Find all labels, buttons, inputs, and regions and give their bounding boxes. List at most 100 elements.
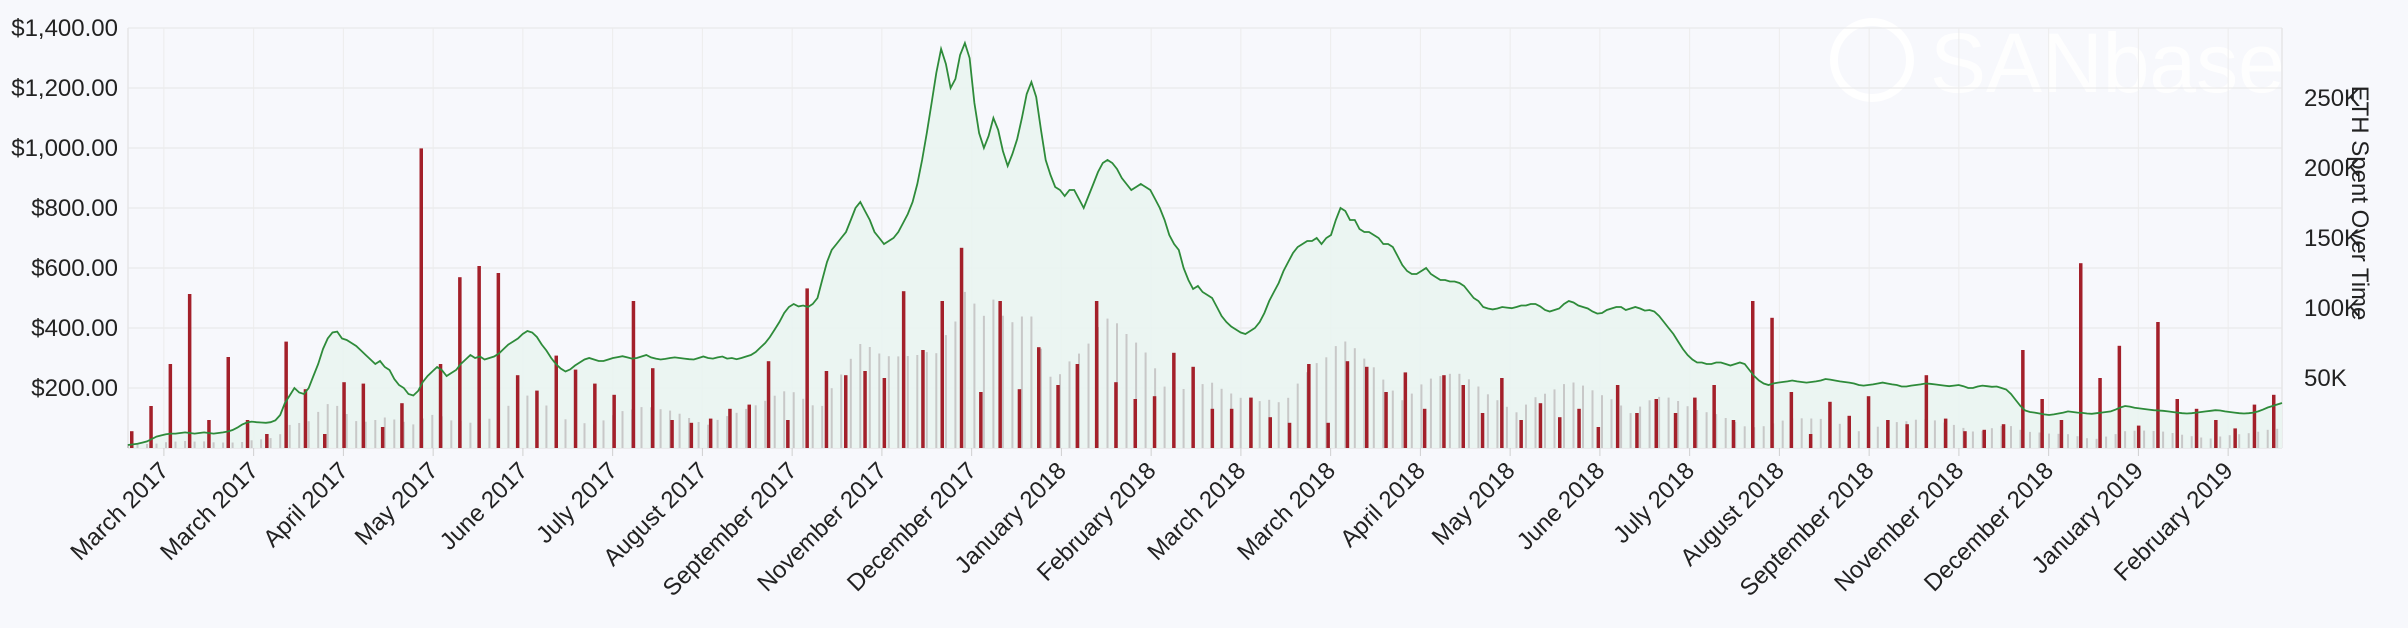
volume-bar [2105,436,2108,448]
eth-spent-bar [2136,425,2141,448]
eth-spent-bar [2059,420,2064,448]
volume-bar [1981,431,1984,448]
volume-bar [583,423,586,448]
x-tick-label: March 2018 [1232,457,1341,566]
x-tick-label: June 2018 [1512,457,1610,555]
eth-spent-bar [863,371,867,448]
volume-bar [1163,386,1166,448]
volume-bar [887,356,890,448]
volume-bar [2257,431,2260,448]
volume-bar [564,419,567,448]
eth-spent-bar [2233,428,2237,448]
eth-spent-bar [1442,375,1446,448]
eth-spent-bar [1268,417,1272,448]
y-left-tick-label: $400.00 [31,315,118,342]
eth-spent-bar [284,341,288,448]
volume-bar [412,424,415,448]
watermark-text: SANbase [1930,16,2285,110]
volume-bar [298,423,301,448]
volume-bar [507,405,510,448]
y-left-tick-label: $200.00 [31,375,118,402]
volume-bar [1135,342,1138,448]
volume-bar [1705,412,1708,448]
volume-bar [1011,322,1014,448]
volume-bar [155,443,158,448]
eth-spent-bar [361,383,366,448]
eth-spent-bar [1982,429,1986,448]
eth-spent-bar [1789,392,1794,448]
volume-bar [2238,434,2241,448]
volume-bar [906,356,909,448]
volume-bar [925,352,928,448]
volume-bar [2086,438,2088,448]
eth-spent-bar [2272,394,2276,448]
volume-bar [1448,373,1451,448]
eth-spent-bar [1172,352,1176,448]
volume-bar [792,392,795,448]
x-tick-label: July 2017 [531,457,623,549]
eth-spent-bar [207,420,211,448]
volume-bar [849,358,852,448]
eth-spent-bar [901,291,906,448]
watermark-logo: SANbase [1830,16,2285,110]
price-line-path [127,40,2283,446]
eth-spent-bar [2079,263,2083,448]
volume-bar [431,414,434,448]
y-left-tick-label: $800.00 [31,195,118,222]
eth-spent-bar [1114,382,1118,448]
eth-spent-bar [2117,345,2122,448]
volume-bar [374,420,377,448]
eth-spent-bar [1847,415,1851,448]
volume-bar [1914,419,1917,448]
volume-bar [193,441,196,448]
volume-bar [2038,432,2041,448]
volume-bar [944,335,947,448]
eth-spent-bar [651,368,655,448]
eth-spent-bar [1886,420,1890,448]
volume-bar [954,321,957,448]
volume-bar [773,395,776,448]
volume-bar [2209,438,2212,448]
volume-bar [1486,394,1489,448]
volume-bar [222,442,225,448]
eth-spent-bar [824,371,829,448]
y-axis-left: $200.00 $400.00 $600.00 $800.00 $1,000.00 $1,… [11,15,118,402]
eth-spent-bar [766,361,771,448]
volume-bar [1001,315,1004,448]
volume-bar [754,405,757,448]
volume-bar [1563,384,1565,448]
y-right-tick-label: 150K [2304,225,2360,252]
eth-spent-bar [2175,399,2179,448]
volume-bar [2276,428,2279,448]
eth-spent-bar [1615,385,1620,448]
y-right-tick-label: 100K [2304,295,2360,322]
volume-bar [165,442,167,448]
volume-bar [2200,437,2203,448]
eth-spent-bar [1229,408,1234,448]
volume-bar [1049,376,1052,448]
volume-bar [602,420,605,448]
eth-spent-bar [458,277,462,448]
volume-bar [2124,431,2127,448]
volume-bar [2076,436,2079,448]
volume-bar [450,420,453,448]
eth-spent-bar [1963,431,1967,448]
volume-bar [250,440,253,448]
eth-spent-bar [226,357,230,448]
volume-bar [2171,433,2174,448]
volume-bar [1515,412,1518,448]
volume-bar [1040,348,1042,448]
volume-bar [2219,436,2222,448]
eth-spent-bar [438,364,443,448]
y-axis-right-title: ETH Spent Over Time [2346,86,2373,321]
volume-bar [1658,396,1661,448]
volume-bar [2133,430,2136,448]
volume-bar [1724,418,1727,448]
volume-bar [1391,390,1394,448]
volume-bar [1810,418,1813,448]
volume-bar [1648,400,1651,448]
volume-bar [1106,318,1109,448]
eth-spent-bar [959,247,964,448]
eth-spent-bar [2214,420,2218,448]
eth-spent-bar [1577,408,1581,448]
